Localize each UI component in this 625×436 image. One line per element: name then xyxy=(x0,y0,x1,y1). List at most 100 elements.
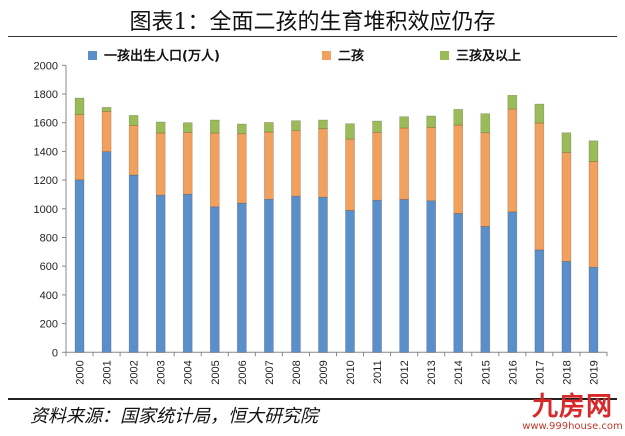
watermark-logo: 九房网 xyxy=(531,392,613,422)
y-tick-label: 1200 xyxy=(34,175,58,187)
legend-swatch xyxy=(440,51,449,60)
bar-second-child-2015 xyxy=(480,132,491,227)
bar-second-child-2008 xyxy=(291,130,301,197)
y-tick-label: 1400 xyxy=(34,146,58,158)
bar-third-plus-2001 xyxy=(101,107,112,112)
x-tick-label: 2013 xyxy=(426,360,438,384)
bar-second-child-2001 xyxy=(101,111,112,152)
bar-third-plus-2010 xyxy=(345,123,355,140)
bar-first-child-2002 xyxy=(128,174,139,353)
x-tick-label: 2005 xyxy=(210,360,222,384)
bar-second-child-2017 xyxy=(534,122,545,251)
bar-third-plus-2011 xyxy=(372,120,382,133)
bar-first-child-2004 xyxy=(182,193,193,353)
bar-second-child-2003 xyxy=(155,132,166,196)
bar-second-child-2012 xyxy=(399,127,409,200)
bar-first-child-2014 xyxy=(453,213,464,353)
bar-first-child-2011 xyxy=(372,199,382,353)
x-tick-label: 2001 xyxy=(102,360,114,384)
legend-swatch xyxy=(322,51,331,60)
bar-third-plus-2019 xyxy=(588,140,599,162)
bar-first-child-2009 xyxy=(318,196,328,353)
legend-label: 三孩及以上 xyxy=(456,48,521,64)
bar-second-child-2016 xyxy=(507,108,518,213)
bar-third-plus-2014 xyxy=(453,109,464,126)
x-tick-label: 2000 xyxy=(75,360,87,384)
bar-second-child-2010 xyxy=(345,138,355,211)
x-tick-label: 2015 xyxy=(480,360,492,384)
bar-first-child-2005 xyxy=(209,206,220,353)
chart-title: 图表1：全面二孩的生育堆积效应仍存 xyxy=(129,10,496,35)
bar-first-child-2017 xyxy=(534,249,545,353)
bar-third-plus-2003 xyxy=(155,121,166,134)
y-tick-label: 800 xyxy=(40,233,58,245)
bar-third-plus-2018 xyxy=(561,132,572,153)
bar-first-child-2007 xyxy=(264,198,274,353)
x-tick-label: 2019 xyxy=(588,360,600,384)
bar-second-child-2014 xyxy=(453,124,464,214)
bar-third-plus-2007 xyxy=(264,122,274,133)
bar-second-child-2009 xyxy=(318,128,328,198)
bar-first-child-2012 xyxy=(399,199,409,353)
x-tick-label: 2002 xyxy=(129,360,141,384)
x-tick-label: 2004 xyxy=(183,360,195,384)
stacked-bar-chart: 0 200 400 600 800 1000 1200 1400 1600 1800 2000 200… xyxy=(34,48,608,385)
y-tick-label: 400 xyxy=(40,290,58,302)
y-tick-label: 0 xyxy=(52,347,58,359)
bar-third-plus-2016 xyxy=(507,94,518,110)
x-tick-label: 2007 xyxy=(264,360,276,384)
x-tick-label: 2012 xyxy=(399,360,411,384)
bar-third-plus-2015 xyxy=(480,113,491,134)
title-divider xyxy=(8,36,617,37)
bar-third-plus-2009 xyxy=(318,119,328,130)
bar-third-plus-2002 xyxy=(128,115,139,126)
bar-first-child-2015 xyxy=(480,226,491,353)
bar-second-child-2007 xyxy=(264,131,274,200)
bar-second-child-2000 xyxy=(74,114,85,181)
bar-third-plus-2012 xyxy=(399,116,409,129)
bar-first-child-2008 xyxy=(291,195,301,353)
bar-first-child-2010 xyxy=(345,210,355,353)
y-tick-label: 2000 xyxy=(34,60,58,72)
bar-second-child-2013 xyxy=(426,127,436,202)
bar-first-child-2016 xyxy=(507,211,518,353)
bar-first-child-2000 xyxy=(74,179,85,353)
x-tick-label: 2008 xyxy=(291,360,303,384)
bar-first-child-2006 xyxy=(237,202,247,353)
x-tick-label: 2010 xyxy=(345,360,357,384)
x-tick-label: 2017 xyxy=(534,360,546,384)
legend-swatch xyxy=(88,51,97,60)
bar-first-child-2018 xyxy=(561,261,572,353)
bar-second-child-2011 xyxy=(372,132,382,201)
bar-first-child-2019 xyxy=(588,266,599,353)
x-tick-label: 2006 xyxy=(237,360,249,384)
x-tick-label: 2011 xyxy=(372,360,384,384)
x-tick-label: 2014 xyxy=(453,360,465,384)
bar-first-child-2013 xyxy=(426,200,436,353)
bar-third-plus-2004 xyxy=(182,122,193,133)
legend-label: 二孩 xyxy=(338,48,364,64)
watermark-url: www.999house.com xyxy=(522,421,623,432)
watermark: 九房网 www.999house.com xyxy=(520,393,625,432)
y-tick-label: 1800 xyxy=(34,89,58,101)
bar-second-child-2018 xyxy=(561,152,572,262)
bar-third-plus-2006 xyxy=(237,123,247,135)
bar-first-child-2003 xyxy=(155,194,166,353)
bar-third-plus-2013 xyxy=(426,115,436,128)
y-tick-label: 600 xyxy=(40,261,58,273)
y-tick-label: 1000 xyxy=(34,204,58,216)
x-tick-label: 2009 xyxy=(318,360,330,384)
bar-first-child-2001 xyxy=(101,151,112,353)
bar-second-child-2005 xyxy=(209,132,220,208)
bar-second-child-2004 xyxy=(182,132,193,195)
bar-second-child-2019 xyxy=(588,161,599,268)
bar-third-plus-2017 xyxy=(534,103,545,124)
bar-third-plus-2008 xyxy=(291,120,301,132)
y-tick-label: 200 xyxy=(40,319,58,331)
bar-second-child-2006 xyxy=(237,133,247,204)
legend-label: 一孩出生人口(万人) xyxy=(104,48,220,64)
bar-third-plus-2005 xyxy=(209,119,220,134)
bar-third-plus-2000 xyxy=(74,97,85,115)
source-note: 资料来源：国家统计局，恒大研究院 xyxy=(30,406,318,427)
x-tick-label: 2016 xyxy=(507,360,519,384)
